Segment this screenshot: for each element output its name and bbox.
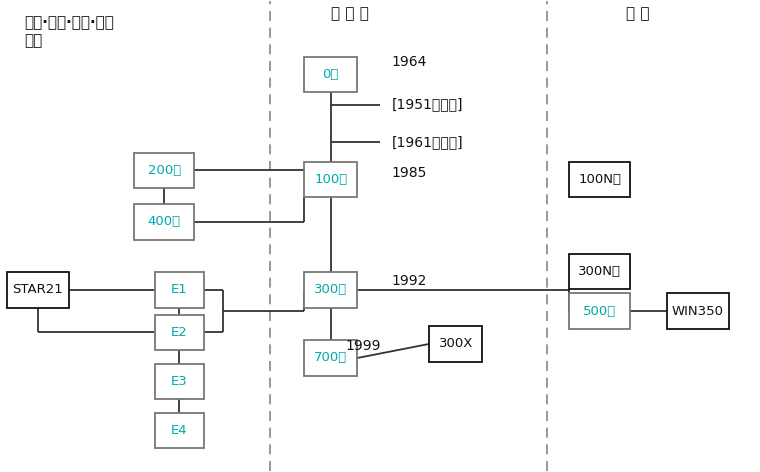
Bar [304, 162, 357, 197]
Text: E1: E1 [171, 284, 188, 296]
Text: 东北·上越·山形·北陆
秋田: 东北·上越·山形·北陆 秋田 [24, 16, 114, 48]
Text: 山 阳: 山 阳 [625, 6, 649, 21]
Bar [569, 162, 630, 197]
Text: 1985: 1985 [391, 166, 426, 180]
Bar [155, 364, 204, 399]
Text: [1961试验车]: [1961试验车] [391, 135, 463, 149]
Text: 500系: 500系 [583, 304, 616, 318]
Text: STAR21: STAR21 [12, 284, 63, 296]
Bar [7, 272, 69, 308]
Bar [304, 340, 357, 376]
Bar [155, 272, 204, 308]
Text: 700系: 700系 [314, 352, 347, 364]
Bar [304, 57, 357, 92]
Bar [155, 413, 204, 448]
Text: 1992: 1992 [391, 274, 426, 287]
Bar [134, 204, 195, 239]
Text: E2: E2 [171, 326, 188, 339]
Bar [134, 153, 195, 188]
Bar [304, 272, 357, 308]
Text: E3: E3 [171, 375, 188, 388]
Bar [155, 315, 204, 350]
Text: 东 海 道: 东 海 道 [331, 6, 369, 21]
Text: [1951试验车]: [1951试验车] [391, 98, 463, 111]
Text: 1964: 1964 [391, 55, 426, 69]
Text: 200系: 200系 [147, 164, 181, 177]
Text: 1999: 1999 [346, 339, 382, 353]
Text: 100系: 100系 [314, 173, 347, 186]
Bar [569, 253, 630, 289]
Text: 400系: 400系 [147, 215, 181, 228]
Text: 300X: 300X [439, 337, 473, 350]
Text: 0系: 0系 [322, 67, 339, 81]
Text: WIN350: WIN350 [672, 304, 724, 318]
Text: 100N系: 100N系 [578, 173, 621, 186]
Text: 300系: 300系 [314, 284, 347, 296]
Bar [429, 326, 483, 362]
Bar [569, 294, 630, 329]
Bar [667, 294, 729, 329]
Text: E4: E4 [171, 424, 188, 437]
Text: 300N系: 300N系 [578, 265, 621, 278]
